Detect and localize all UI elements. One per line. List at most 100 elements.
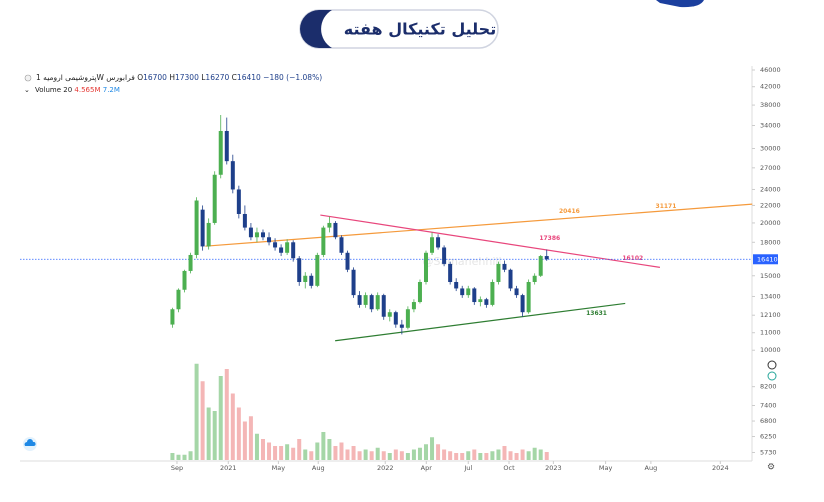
volume-bar <box>405 453 410 460</box>
x-tick-label: 2021 <box>220 464 237 472</box>
y-tick-label: 38000 <box>760 101 781 109</box>
y-tick-label: 12100 <box>760 311 781 319</box>
candle-body <box>417 281 422 303</box>
volume-bar <box>466 451 471 460</box>
ohlc-key: L <box>201 73 206 82</box>
volume-average: 7.2M <box>103 86 120 94</box>
candle-body <box>460 288 465 296</box>
svg-text:⚙: ⚙ <box>767 463 775 473</box>
candle-body <box>357 295 362 305</box>
y-tick-label: 6250 <box>760 433 777 441</box>
volume-bar <box>357 451 362 460</box>
candle-body <box>309 275 314 286</box>
candle-body <box>273 242 278 248</box>
candle-body <box>321 227 326 255</box>
x-tick-label: 2024 <box>712 464 729 472</box>
chart-title: تحلیل تکنیکال هفته <box>344 20 496 39</box>
candle-body <box>182 270 187 290</box>
volume-bar <box>448 451 453 460</box>
candle-body <box>236 189 241 214</box>
volume-bar <box>285 444 290 460</box>
volume-bar <box>339 442 344 460</box>
volume-bar <box>514 453 519 460</box>
volume-bar <box>369 451 374 460</box>
candle-body <box>478 299 483 303</box>
candle-body <box>224 130 229 162</box>
volume-bar <box>176 454 181 460</box>
symbol-icon <box>24 74 32 82</box>
volume-bar <box>381 451 386 460</box>
last-price-label: 16410 <box>757 255 778 263</box>
x-tick-label: Apr <box>421 464 433 472</box>
volume-bar <box>351 446 356 460</box>
candle-body <box>267 237 272 243</box>
y-tick-label: 11000 <box>760 329 781 337</box>
volume-value: 4.565M <box>74 86 100 94</box>
y-tick-label: 27000 <box>760 164 781 172</box>
candle-body <box>502 263 507 270</box>
volume-bar <box>279 446 284 460</box>
candle-body <box>544 256 549 260</box>
candle-body <box>212 174 217 223</box>
candle-body <box>484 299 489 305</box>
x-tick-label: Sep <box>171 464 183 472</box>
candle-body <box>472 288 477 303</box>
y-tick-label: 6800 <box>760 417 777 425</box>
volume-bar <box>490 451 495 460</box>
volume-bar <box>375 447 380 460</box>
volume-bar <box>520 449 525 460</box>
corner-decoration <box>656 0 704 8</box>
title-pill-bg <box>299 9 499 49</box>
volume-bar <box>218 376 223 460</box>
volume-bar <box>423 444 428 460</box>
candle-body <box>230 161 235 190</box>
title-pill: تحلیل تکنیکال هفته <box>299 9 499 49</box>
candle-body <box>176 289 181 310</box>
volume-bar <box>297 439 302 460</box>
candle-body <box>188 254 193 271</box>
y-tick-label: 18000 <box>760 238 781 246</box>
x-tick-label: Oct <box>503 464 515 472</box>
ohlc-value: 17300 <box>175 73 199 82</box>
volume-bar <box>321 432 326 460</box>
volume-bar <box>170 453 175 460</box>
candle-body <box>315 254 320 286</box>
trendline-label: 17386 <box>539 235 560 242</box>
y-tick-label: 46000 <box>760 66 781 74</box>
volume-bar <box>532 447 537 460</box>
volume-title: Volume 20 <box>35 86 72 94</box>
axis-tools[interactable]: ⚙ <box>767 360 777 473</box>
volume-bar <box>291 447 296 460</box>
volume-line: Volume 20 4.565M 7.2M <box>35 86 120 94</box>
candle-body <box>351 269 356 296</box>
cloud-icon[interactable] <box>23 437 37 451</box>
candle-body <box>297 258 302 282</box>
volume-bar <box>200 381 205 460</box>
ohlc-value: 16270 <box>205 73 229 82</box>
exchange: فرابورس <box>106 73 135 82</box>
candle-body <box>411 302 416 310</box>
candle-body <box>260 232 265 238</box>
candle-body <box>430 237 435 253</box>
volume-bar <box>478 453 483 460</box>
volume-bar <box>496 449 501 460</box>
volume-bar <box>508 451 513 460</box>
candle-body <box>285 242 290 253</box>
candle-body <box>466 288 471 296</box>
x-tick-label: Aug <box>312 464 325 472</box>
candle-body <box>387 312 392 317</box>
volume-bar <box>206 407 211 460</box>
ohlc-key: H <box>169 73 175 82</box>
volume-bar <box>460 453 465 460</box>
candle-body <box>375 295 380 310</box>
candle-body <box>369 295 374 310</box>
volume-bar <box>212 411 217 460</box>
candle-body <box>520 295 525 313</box>
trendline <box>320 214 661 268</box>
y-tick-label: 7400 <box>760 402 777 410</box>
collapse-toggle[interactable]: ⌄ <box>24 86 30 94</box>
volume-bar <box>260 439 265 460</box>
candle-body <box>423 252 428 282</box>
x-tick-label: Aug <box>645 464 658 472</box>
volume-bar <box>230 393 235 460</box>
